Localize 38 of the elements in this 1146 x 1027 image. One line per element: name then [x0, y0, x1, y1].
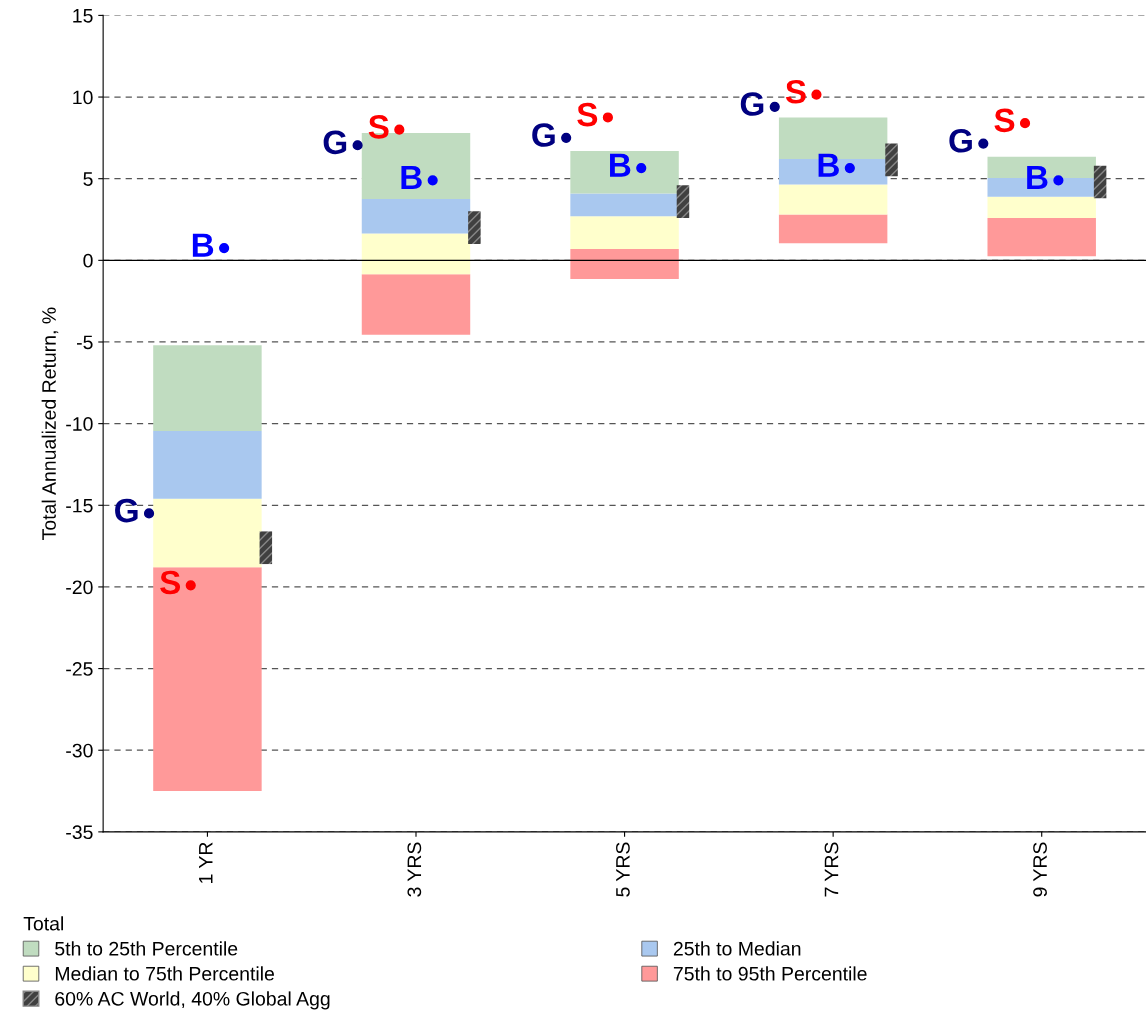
text: B: [401, 166, 422, 189]
y-tick-label: -15: [66, 498, 93, 513]
text: S: [577, 102, 598, 127]
y-tick-label: -20: [66, 580, 93, 595]
text: B: [818, 153, 839, 177]
legend-title: Total: [23, 916, 63, 931]
text: G: [115, 498, 138, 523]
text: G: [949, 128, 972, 153]
series-label: B: [1027, 166, 1048, 189]
text: G: [323, 130, 347, 155]
text: B: [192, 233, 214, 257]
legend-label: 5th to 25th Percentile: [55, 941, 238, 956]
series-label: G: [532, 123, 555, 147]
text: S: [368, 115, 389, 139]
y-tick-label: -25: [66, 662, 93, 676]
x-tick-label: 3 YRS: [407, 842, 422, 897]
y-tick-label: -30: [66, 743, 93, 758]
legend-label: Median to 75th Percentile: [55, 966, 274, 981]
y-tick-label: -5: [76, 335, 93, 350]
legend-label: 75th to 95th Percentile: [673, 966, 867, 981]
y-tick-label: -35: [66, 825, 93, 840]
text: B: [610, 153, 631, 177]
text: S: [785, 79, 806, 104]
x-tick-label: 1 YR: [199, 842, 213, 883]
x-tick-label: 9 YRS: [1033, 842, 1047, 897]
text: S: [160, 570, 181, 595]
y-tick-label: 5: [83, 172, 93, 186]
y-tick-label: 15: [73, 9, 93, 23]
y-tick-label: -10: [66, 417, 93, 431]
x-tick-label: 7 YRS: [824, 842, 839, 897]
y-axis-title: Total Annualized Return, %: [41, 307, 59, 540]
x-tick-label: 5 YRS: [616, 842, 630, 897]
legend-label: 25th to Median: [673, 941, 801, 956]
legend-label: 60% AC World, 40% Global Agg: [55, 991, 330, 1010]
y-tick-label: 0: [83, 253, 93, 268]
y-tick-label: 10: [73, 90, 93, 105]
series-label: S: [994, 108, 1015, 133]
text: G: [740, 92, 764, 116]
